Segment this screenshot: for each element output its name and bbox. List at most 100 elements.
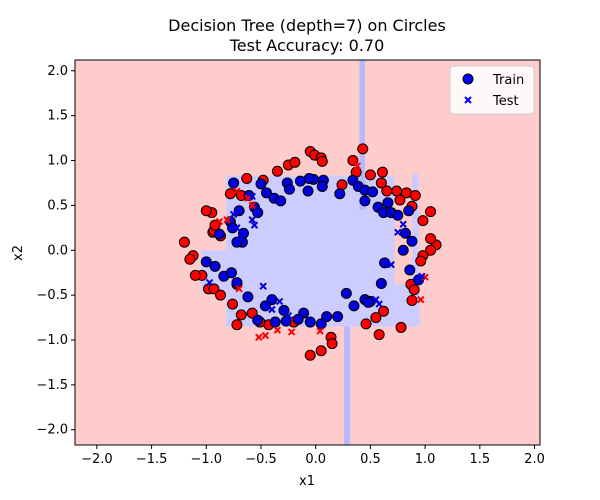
legend-marker-train <box>462 73 474 85</box>
x-tick-label: 1.0 <box>415 452 436 467</box>
test-point-class1 <box>205 278 214 287</box>
x-tick-label: 0.5 <box>360 452 381 467</box>
train-point-class1 <box>315 318 327 330</box>
x-tick-label: 1.5 <box>469 452 490 467</box>
test-point-class0 <box>353 162 361 170</box>
train-point-class1 <box>233 205 245 217</box>
train-point-class0 <box>370 312 382 324</box>
legend-label-test: Test <box>492 94 519 109</box>
test-point-class1 <box>248 192 256 201</box>
train-point-class0 <box>231 319 243 331</box>
train-point-class0 <box>315 345 327 357</box>
legend-marker-test <box>464 96 472 104</box>
chart-title: Decision Tree (depth=7) on Circles <box>168 16 446 35</box>
points <box>178 143 442 361</box>
train-point-class0 <box>200 205 212 217</box>
train-point-class0 <box>215 289 227 301</box>
train-point-class1 <box>302 185 314 197</box>
decision-region-class1 <box>344 326 350 445</box>
train-point-class0 <box>381 185 393 197</box>
train-point-class1 <box>200 256 212 268</box>
train-point-class1 <box>348 300 360 312</box>
plot-area: −2.0 −1.5 −1.0 −0.5 0.0 0.5 1.0 1.5 2.0 −2.0 −1.5 −… <box>36 59 545 467</box>
train-point-class0 <box>235 309 247 321</box>
train-point-class0 <box>425 244 437 256</box>
train-point-class1 <box>269 316 281 328</box>
train-point-class0 <box>227 298 239 310</box>
test-point-class0 <box>408 295 416 304</box>
x-tick-label: 0.0 <box>305 452 326 467</box>
train-point-class0 <box>394 194 406 206</box>
train-point-class0 <box>408 284 420 296</box>
test-point-class1 <box>233 224 241 232</box>
train-point-class1 <box>252 207 264 219</box>
train-point-class0 <box>208 283 220 295</box>
test-point-class0 <box>316 327 324 335</box>
train-point-class1 <box>334 188 346 200</box>
test-point-class1 <box>284 312 293 320</box>
train-point-class1 <box>259 300 271 312</box>
test-point-class1 <box>268 305 276 314</box>
legend: Train Test <box>449 65 535 115</box>
train-point-class0 <box>326 338 338 350</box>
y-tick-label: 1.5 <box>47 109 68 124</box>
train-point-class1 <box>280 315 292 327</box>
y-tick-label: −2.0 <box>36 423 68 438</box>
y-tick-label: 0.5 <box>47 198 68 213</box>
train-point-class0 <box>178 236 190 248</box>
decision-region-class1 <box>359 60 365 210</box>
train-point-class1 <box>209 260 221 272</box>
test-point-class1 <box>250 221 259 229</box>
train-point-class0 <box>246 307 258 319</box>
test-point-class1 <box>248 216 256 224</box>
x-tick-label: −1.5 <box>136 452 168 467</box>
decision-region-class1 <box>411 173 419 285</box>
test-point-class1 <box>259 282 267 290</box>
train-point-class0 <box>304 349 316 361</box>
train-point-class0 <box>360 318 372 330</box>
train-point-class0 <box>378 305 390 317</box>
train-point-class1 <box>392 209 404 221</box>
test-point-class1 <box>275 297 284 306</box>
train-point-class1 <box>340 287 352 299</box>
test-point-class0 <box>223 216 231 224</box>
test-point-class0 <box>261 331 270 340</box>
train-point-class0 <box>316 155 328 167</box>
train-point-class0 <box>189 269 201 281</box>
train-point-class1 <box>397 244 409 256</box>
test-point-class0 <box>273 326 282 334</box>
test-point-class0 <box>233 187 241 195</box>
train-point-class1 <box>359 195 371 207</box>
train-point-class1 <box>404 264 416 276</box>
y-tick-label: 2.0 <box>47 64 68 79</box>
test-point-class1 <box>387 260 395 269</box>
train-point-class0 <box>415 255 427 267</box>
train-point-class1 <box>332 311 344 323</box>
train-point-class0 <box>425 233 437 245</box>
x-axis-label: x1 <box>299 474 315 489</box>
chart-subtitle: Test Accuracy: 0.70 <box>229 36 385 55</box>
y-tick-label: −1.0 <box>36 333 68 348</box>
train-point-class1 <box>399 227 411 239</box>
y-tick-label: −0.5 <box>36 288 68 303</box>
x-tick-label: −1.0 <box>191 452 223 467</box>
y-tick-label: 1.0 <box>47 154 68 169</box>
train-point-class0 <box>364 169 376 181</box>
train-point-class0 <box>409 190 421 202</box>
train-point-class0 <box>425 206 437 218</box>
train-point-class0 <box>417 215 429 227</box>
y-axis-label: x2 <box>11 245 26 261</box>
train-point-class1 <box>403 205 415 217</box>
test-point-class1 <box>394 228 402 237</box>
train-point-class1 <box>283 183 295 195</box>
train-point-class0 <box>357 143 369 155</box>
train-point-class0 <box>376 166 388 178</box>
train-point-class0 <box>184 253 196 265</box>
test-point-class1 <box>399 220 407 228</box>
train-point-class1 <box>266 294 278 306</box>
x-tick-label: −2.0 <box>81 452 113 467</box>
train-point-class1 <box>303 172 315 184</box>
test-point-class0 <box>287 328 296 336</box>
